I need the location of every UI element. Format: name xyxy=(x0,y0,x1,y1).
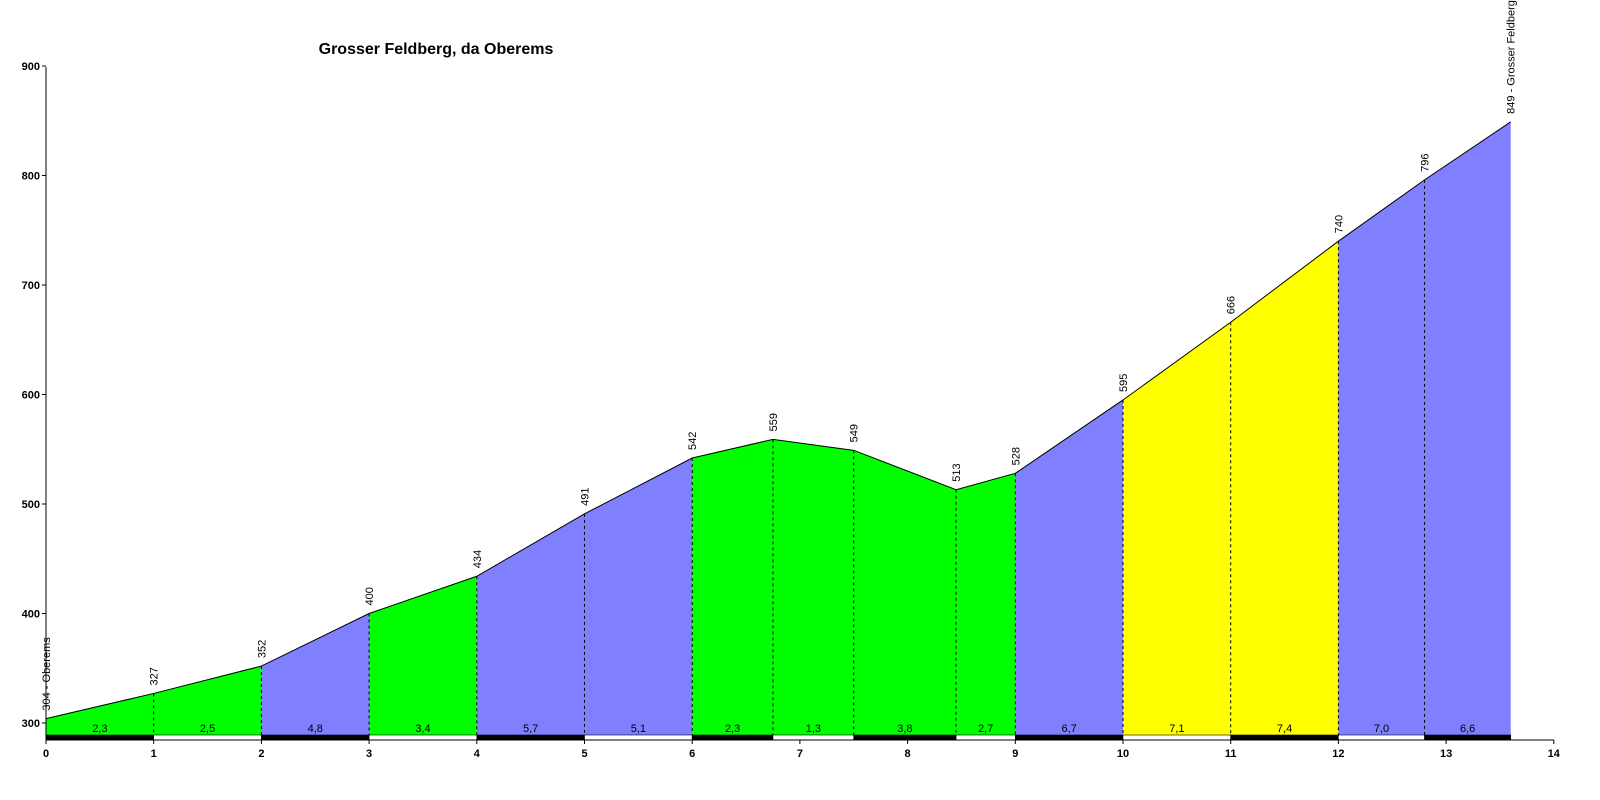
x-tick-label: 7 xyxy=(797,748,803,760)
point-label: 528 xyxy=(1010,447,1022,465)
point-labels: 304 - Oberems 327 352 400 434 491 542 559 549 513… xyxy=(41,0,1518,710)
gradient-label: 2,7 xyxy=(978,723,993,735)
segment-area xyxy=(772,439,854,735)
distance-bar-segment xyxy=(955,734,1016,741)
segment-area xyxy=(261,613,370,735)
distance-bar-segment xyxy=(1230,734,1339,741)
gradient-label: 4,8 xyxy=(308,723,323,735)
segment-area xyxy=(584,458,693,735)
point-label: 327 xyxy=(149,667,161,685)
x-tick-label: 11 xyxy=(1225,748,1237,760)
x-tick-label: 1 xyxy=(151,748,157,760)
x-tick-label: 2 xyxy=(258,748,264,760)
x-tick-label: 3 xyxy=(366,748,372,760)
x-tick-label: 14 xyxy=(1548,748,1561,760)
gradient-label: 7,4 xyxy=(1277,723,1292,735)
point-label: 559 xyxy=(768,413,780,431)
segment-area xyxy=(1123,322,1231,735)
y-tick-label: 400 xyxy=(22,609,40,621)
segment-areas xyxy=(45,121,1512,741)
gradient-label: 5,7 xyxy=(523,723,538,735)
distance-bar-segment xyxy=(772,734,855,741)
y-tick-label: 500 xyxy=(22,499,40,511)
gradient-label: 7,0 xyxy=(1374,723,1389,735)
distance-bar-segment xyxy=(1424,734,1512,741)
segment-area xyxy=(1015,399,1123,735)
profile-line xyxy=(45,121,1511,720)
segment-area xyxy=(692,439,773,735)
point-label: 849 - Grosser Feldberg xyxy=(1506,0,1518,114)
x-tick-label: 8 xyxy=(905,748,911,760)
point-label: 549 xyxy=(849,424,861,442)
segment-area xyxy=(956,473,1016,735)
distance-bar-segment xyxy=(368,734,478,741)
gradient-label: 3,8 xyxy=(897,723,912,735)
point-label: 304 - Oberems xyxy=(41,637,53,711)
segment-area xyxy=(1230,241,1339,735)
distance-bar-segment xyxy=(261,734,370,741)
segment-area xyxy=(476,513,585,735)
point-label: 352 xyxy=(256,640,268,658)
distance-bar-segment xyxy=(153,734,262,741)
y-tick-label: 900 xyxy=(22,61,40,73)
point-label: 542 xyxy=(687,432,699,450)
segment-area xyxy=(46,693,154,735)
x-tick-label: 9 xyxy=(1012,748,1018,760)
y-tick-label: 300 xyxy=(22,718,40,730)
profile-line xyxy=(45,121,1511,720)
x-tick-label: 0 xyxy=(43,748,49,760)
gradient-label: 5,1 xyxy=(631,723,646,735)
distance-bar-segment xyxy=(1338,734,1425,741)
point-label: 513 xyxy=(951,463,963,481)
point-label: 491 xyxy=(580,487,592,505)
point-label: 434 xyxy=(472,550,484,568)
x-tick-label: 13 xyxy=(1440,748,1452,760)
y-tick-label: 700 xyxy=(22,280,40,292)
gradient-label: 3,4 xyxy=(415,723,430,735)
x-tick-label: 12 xyxy=(1332,748,1344,760)
distance-bar-segment xyxy=(584,734,693,741)
distance-bar-segment xyxy=(853,734,957,741)
x-tick-label: 4 xyxy=(474,748,481,760)
gradient-label: 7,1 xyxy=(1169,723,1184,735)
chart-title: Grosser Feldberg, da Oberems xyxy=(319,41,554,58)
y-tick-label: 600 xyxy=(22,390,40,402)
distance-bar-segment xyxy=(45,734,154,741)
gradient-label: 2,5 xyxy=(200,723,215,735)
point-label: 740 xyxy=(1333,215,1345,233)
gradient-label: 1,3 xyxy=(806,723,821,735)
segment-area xyxy=(853,450,957,735)
segment-area xyxy=(1338,179,1425,735)
x-tick-label: 6 xyxy=(689,748,695,760)
distance-bar-segment xyxy=(476,734,585,741)
x-tick-label: 10 xyxy=(1117,748,1129,760)
segment-dividers xyxy=(153,179,1426,735)
distance-bar-segment xyxy=(1014,734,1124,741)
y-tick-label: 800 xyxy=(22,171,40,183)
point-label: 595 xyxy=(1118,374,1130,392)
x-tick-label: 5 xyxy=(581,748,587,760)
segment-area xyxy=(1424,121,1511,736)
gradient-label: 6,7 xyxy=(1062,723,1077,735)
distance-bar-segment xyxy=(1122,734,1231,741)
segment-area xyxy=(369,576,477,735)
point-label: 796 xyxy=(1420,154,1432,172)
gradient-label: 2,3 xyxy=(725,723,740,735)
point-label: 666 xyxy=(1226,296,1238,314)
distance-bar-segment xyxy=(691,734,774,741)
gradient-label: 2,3 xyxy=(92,723,107,735)
gradient-labels: 2,3 2,5 4,8 3,4 5,7 5,1 2,3 1,3 3,8 2,7 6,7 7,1 7,4 7… xyxy=(92,723,1475,735)
gradient-label: 6,6 xyxy=(1460,723,1475,735)
point-label: 400 xyxy=(364,587,376,605)
segment-area xyxy=(153,666,262,735)
